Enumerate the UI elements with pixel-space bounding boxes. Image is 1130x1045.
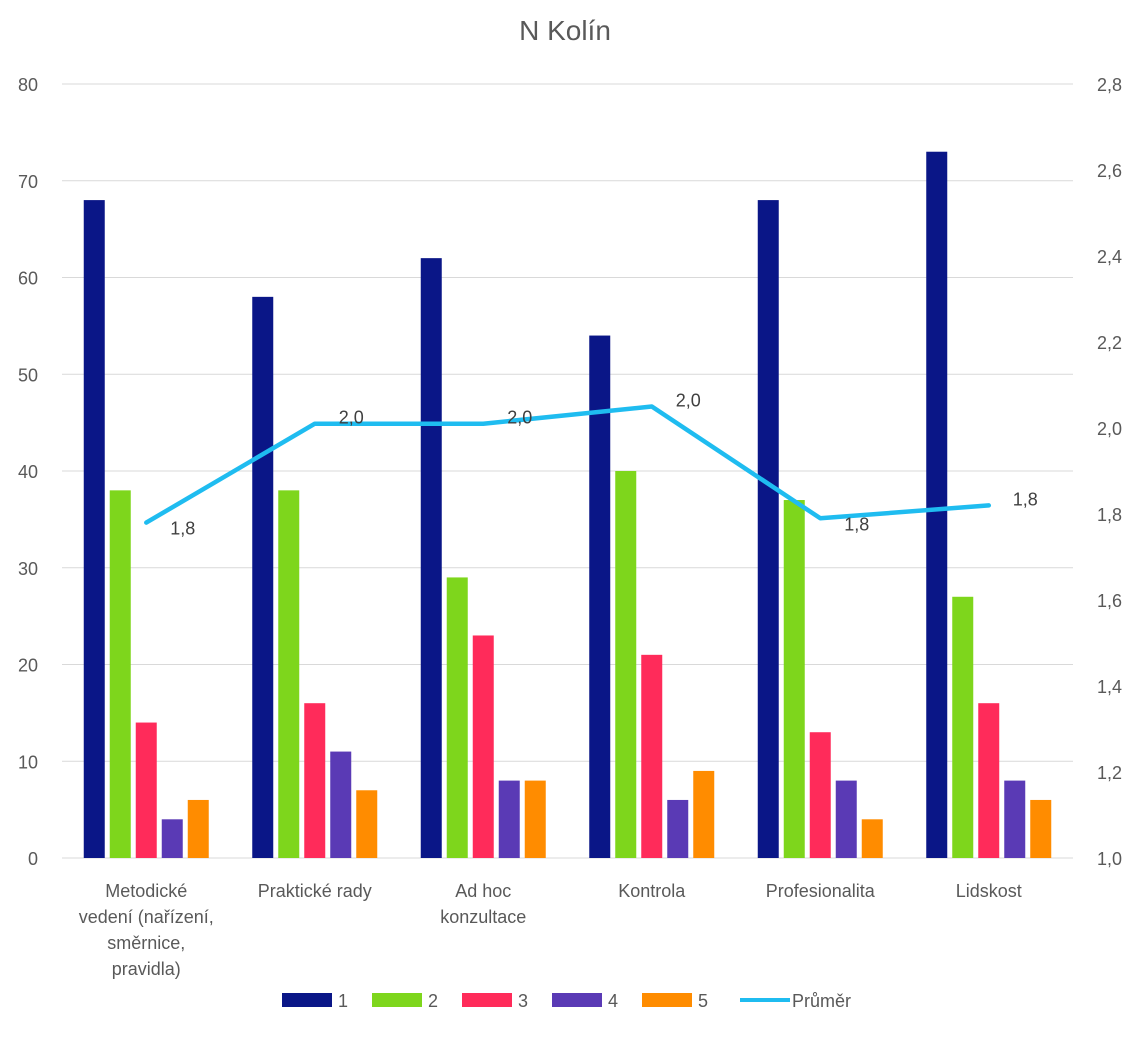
- bar-series-1: [926, 151, 948, 859]
- average-data-label: 1,8: [170, 519, 195, 539]
- category-label: Praktické rady: [258, 881, 372, 901]
- bar-series-3: [641, 654, 663, 858]
- right-tick-label: 1,8: [1097, 505, 1122, 525]
- bar-series-2: [615, 471, 637, 858]
- legend: 1 2 3 4 5 Průměr: [282, 991, 851, 1011]
- bar-series-4: [161, 819, 183, 858]
- average-line-path: [144, 404, 992, 525]
- right-tick-label: 1,4: [1097, 677, 1122, 697]
- legend-label: 3: [518, 991, 528, 1011]
- left-axis: 0 10 20 30 40 50 60 70 80: [18, 75, 38, 869]
- legend-label: 5: [698, 991, 708, 1011]
- bar-series-4: [667, 799, 689, 858]
- bar-series-1: [420, 258, 442, 858]
- bar-series-3: [304, 703, 326, 858]
- bar-series-5: [524, 780, 546, 858]
- legend-swatch-5: [642, 993, 692, 1007]
- average-data-label: 2,0: [507, 408, 532, 428]
- left-tick-label: 70: [18, 172, 38, 192]
- bar-series-5: [1030, 799, 1052, 858]
- average-line: [144, 404, 992, 525]
- left-tick-label: 30: [18, 559, 38, 579]
- category-label-line: Lidskost: [956, 881, 1022, 901]
- legend-swatch-4: [552, 993, 602, 1007]
- left-tick-label: 20: [18, 656, 38, 676]
- right-tick-label: 2,8: [1097, 75, 1122, 95]
- right-tick-label: 1,2: [1097, 763, 1122, 783]
- bar-series-4: [1004, 780, 1026, 858]
- chart-title: N Kolín: [519, 15, 611, 46]
- left-tick-label: 80: [18, 75, 38, 95]
- bar-series-2: [446, 577, 468, 858]
- category-label-line: Praktické rady: [258, 881, 372, 901]
- bar-series-3: [978, 703, 1000, 858]
- bar-series-5: [187, 799, 209, 858]
- bar-series-4: [835, 780, 857, 858]
- category-axis: Metodické vedení (nařízení, směrnice, pravi…: [79, 881, 1022, 979]
- category-label-line: vedení (nařízení,: [79, 907, 214, 927]
- left-tick-label: 10: [18, 752, 38, 772]
- bar-series-2: [952, 596, 974, 858]
- bar-series-2: [109, 490, 131, 858]
- right-tick-label: 2,0: [1097, 419, 1122, 439]
- bar-series-5: [693, 770, 715, 858]
- right-tick-label: 1,6: [1097, 591, 1122, 611]
- bar-series-1: [589, 335, 611, 858]
- average-data-label: 1,8: [844, 514, 869, 534]
- category-label: Metodické vedení (nařízení, směrnice, pravi…: [79, 881, 214, 979]
- legend-label: 4: [608, 991, 618, 1011]
- average-data-label: 1,8: [1013, 489, 1038, 509]
- left-tick-label: 0: [28, 849, 38, 869]
- data-labels: 1,8 2,0 2,0 2,0 1,8 1,8: [170, 391, 1038, 539]
- category-label-line: Metodické: [105, 881, 187, 901]
- bar-series-5: [356, 790, 378, 858]
- bar-series-1: [83, 200, 105, 859]
- right-axis: 1,0 1,2 1,4 1,6 1,8 2,0 2,2 2,4 2,6 2,8: [1097, 75, 1122, 869]
- right-tick-label: 2,6: [1097, 161, 1122, 181]
- bar-series-3: [135, 722, 157, 858]
- legend-label: Průměr: [792, 991, 851, 1011]
- average-data-label: 2,0: [676, 391, 701, 411]
- bars: [83, 151, 1052, 859]
- legend-label: 2: [428, 991, 438, 1011]
- category-label: Lidskost: [956, 881, 1022, 901]
- bar-series-3: [472, 635, 494, 858]
- right-tick-label: 1,0: [1097, 849, 1122, 869]
- category-label-line: Profesionalita: [766, 881, 876, 901]
- category-label: Kontrola: [618, 881, 686, 901]
- category-label: Ad hoc konzultace: [440, 881, 526, 927]
- right-tick-label: 2,2: [1097, 333, 1122, 353]
- category-label-line: Kontrola: [618, 881, 686, 901]
- legend-swatch-1: [282, 993, 332, 1007]
- bar-series-2: [278, 490, 300, 858]
- right-tick-label: 2,4: [1097, 247, 1122, 267]
- category-label-line: konzultace: [440, 907, 526, 927]
- legend-label: 1: [338, 991, 348, 1011]
- category-label-line: pravidla): [112, 959, 181, 979]
- left-tick-label: 40: [18, 462, 38, 482]
- average-data-label: 2,0: [339, 408, 364, 428]
- bar-series-1: [757, 200, 779, 859]
- bar-series-4: [498, 780, 520, 858]
- category-label: Profesionalita: [766, 881, 876, 901]
- left-tick-label: 50: [18, 365, 38, 385]
- bar-series-2: [783, 500, 805, 858]
- legend-swatch-2: [372, 993, 422, 1007]
- bar-series-1: [252, 296, 274, 859]
- gridlines: [62, 83, 1073, 859]
- left-tick-label: 60: [18, 269, 38, 289]
- bar-series-4: [330, 751, 352, 858]
- legend-swatch-3: [462, 993, 512, 1007]
- bar-series-3: [809, 732, 831, 858]
- category-label-line: Ad hoc: [455, 881, 511, 901]
- bar-series-5: [861, 819, 883, 858]
- category-label-line: směrnice,: [107, 933, 185, 953]
